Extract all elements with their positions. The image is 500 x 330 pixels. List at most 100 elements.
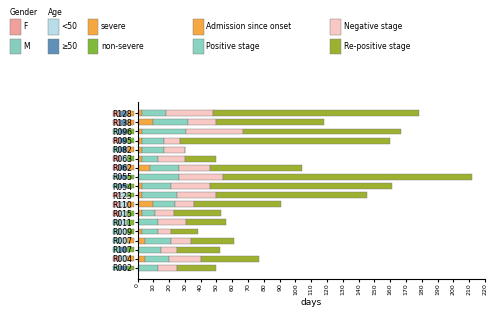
- Bar: [138, 219, 158, 225]
- Bar: [177, 265, 216, 271]
- Bar: [112, 129, 119, 134]
- Text: Negative stage: Negative stage: [344, 22, 402, 31]
- Bar: [185, 156, 216, 162]
- Bar: [138, 256, 145, 262]
- Bar: [127, 184, 134, 188]
- Bar: [191, 238, 234, 244]
- Bar: [127, 256, 134, 261]
- Bar: [150, 165, 178, 171]
- Bar: [142, 110, 166, 116]
- Text: Admission since onset: Admission since onset: [206, 22, 291, 31]
- Bar: [138, 183, 142, 189]
- Bar: [112, 175, 119, 179]
- Bar: [127, 111, 134, 116]
- Bar: [177, 192, 216, 198]
- Bar: [127, 147, 134, 152]
- Bar: [138, 128, 142, 134]
- Bar: [120, 156, 127, 161]
- Bar: [214, 110, 418, 116]
- Bar: [158, 219, 186, 225]
- Bar: [154, 201, 176, 207]
- Bar: [146, 256, 169, 262]
- Text: Gender: Gender: [10, 8, 38, 17]
- Bar: [176, 201, 195, 207]
- Bar: [164, 138, 180, 144]
- Bar: [210, 165, 302, 171]
- Bar: [142, 192, 177, 198]
- Bar: [127, 120, 134, 125]
- Bar: [120, 175, 127, 179]
- Bar: [120, 165, 127, 170]
- Bar: [112, 256, 119, 261]
- Bar: [138, 156, 142, 162]
- Bar: [120, 247, 127, 252]
- Bar: [120, 147, 127, 152]
- Bar: [178, 165, 210, 171]
- Text: F: F: [24, 22, 28, 31]
- Bar: [138, 238, 145, 244]
- Bar: [138, 201, 154, 207]
- Bar: [154, 119, 188, 125]
- Text: <50: <50: [61, 22, 77, 31]
- Bar: [194, 201, 281, 207]
- Bar: [127, 238, 134, 243]
- Bar: [170, 229, 198, 234]
- Bar: [138, 229, 142, 234]
- Bar: [138, 247, 161, 253]
- Bar: [112, 156, 119, 161]
- Bar: [112, 220, 119, 225]
- Bar: [112, 120, 119, 125]
- Bar: [138, 110, 142, 116]
- Bar: [210, 183, 392, 189]
- Bar: [138, 165, 150, 171]
- Bar: [112, 147, 119, 152]
- Bar: [170, 238, 191, 244]
- Bar: [112, 247, 119, 252]
- Bar: [158, 229, 170, 234]
- Bar: [186, 219, 226, 225]
- Bar: [177, 247, 220, 253]
- X-axis label: days: days: [300, 298, 322, 307]
- Text: severe: severe: [101, 22, 126, 31]
- Bar: [112, 184, 119, 188]
- Bar: [120, 202, 127, 207]
- Bar: [127, 193, 134, 197]
- Bar: [120, 266, 127, 270]
- Bar: [169, 256, 200, 262]
- Bar: [120, 184, 127, 188]
- Bar: [120, 129, 127, 134]
- Bar: [216, 192, 366, 198]
- Bar: [112, 193, 119, 197]
- Bar: [112, 266, 119, 270]
- Bar: [127, 129, 134, 134]
- Bar: [142, 229, 158, 234]
- Text: Age: Age: [48, 8, 62, 17]
- Bar: [127, 211, 134, 216]
- Text: Positive stage: Positive stage: [206, 42, 260, 51]
- Bar: [142, 128, 186, 134]
- Bar: [127, 229, 134, 234]
- Bar: [112, 211, 119, 216]
- Bar: [120, 193, 127, 197]
- Bar: [120, 256, 127, 261]
- Bar: [188, 119, 216, 125]
- Bar: [138, 138, 142, 144]
- Bar: [127, 247, 134, 252]
- Bar: [138, 119, 154, 125]
- Text: ≥50: ≥50: [61, 42, 77, 51]
- Bar: [120, 111, 127, 116]
- Bar: [127, 220, 134, 225]
- Bar: [142, 147, 165, 152]
- Bar: [166, 110, 214, 116]
- Bar: [120, 120, 127, 125]
- Bar: [186, 128, 244, 134]
- Bar: [112, 138, 119, 143]
- Bar: [138, 147, 142, 152]
- Bar: [142, 156, 158, 162]
- Bar: [216, 119, 324, 125]
- Bar: [112, 165, 119, 170]
- Bar: [112, 202, 119, 207]
- Bar: [112, 238, 119, 243]
- Bar: [155, 210, 174, 216]
- Bar: [138, 192, 142, 198]
